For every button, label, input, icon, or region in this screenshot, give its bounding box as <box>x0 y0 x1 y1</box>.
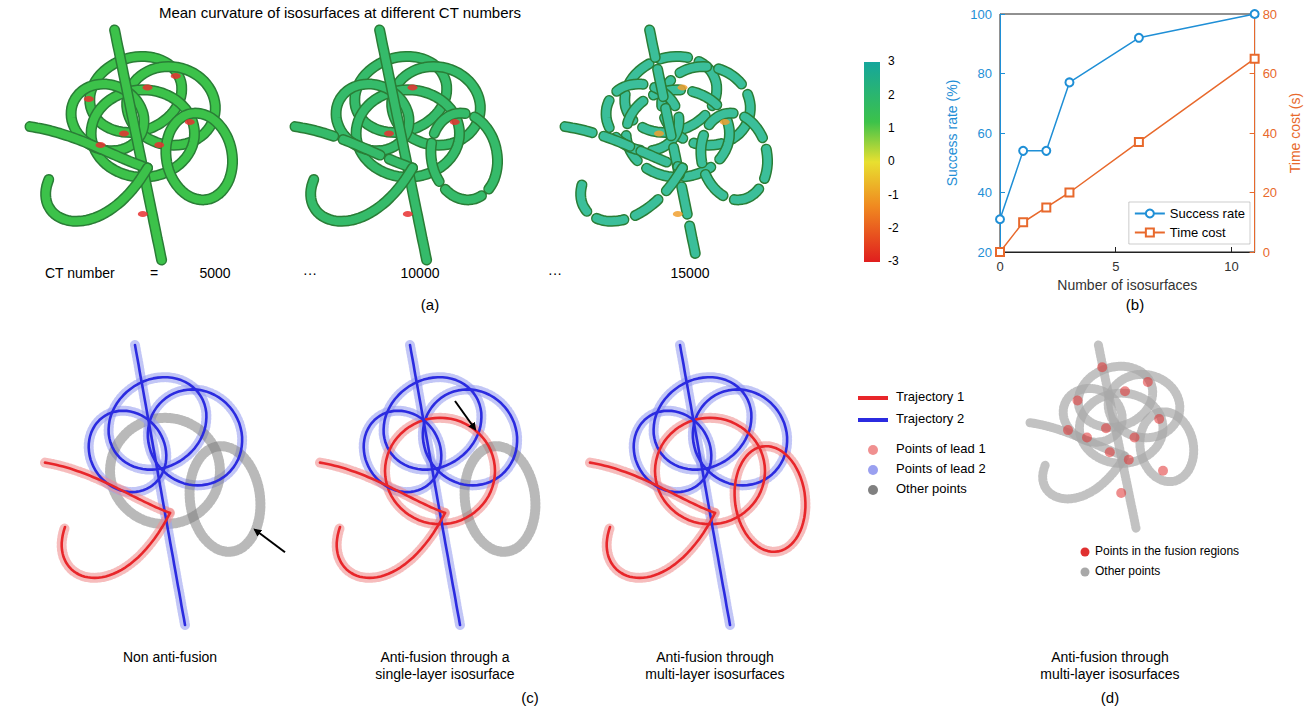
svg-text:-1: -1 <box>888 188 899 202</box>
svg-text:Anti-fusion through: Anti-fusion through <box>656 649 774 665</box>
svg-text:20: 20 <box>978 245 992 260</box>
svg-text:100: 100 <box>970 7 992 22</box>
svg-text:-2: -2 <box>888 221 899 235</box>
svg-text:80: 80 <box>1263 7 1277 22</box>
svg-text:Trajectory 1: Trajectory 1 <box>896 389 964 404</box>
svg-text:0: 0 <box>888 154 895 168</box>
svg-text:40: 40 <box>978 185 992 200</box>
svg-text:Success rate (%): Success rate (%) <box>944 80 960 187</box>
svg-text:Other points: Other points <box>1095 564 1160 578</box>
svg-text:=: = <box>150 265 158 281</box>
svg-text:10000: 10000 <box>401 265 440 281</box>
svg-text:Trajectory 2: Trajectory 2 <box>896 411 964 426</box>
svg-text:Time cost: Time cost <box>1170 225 1226 240</box>
svg-text:Points in the fusion regions: Points in the fusion regions <box>1095 544 1239 558</box>
svg-text:5000: 5000 <box>199 265 230 281</box>
svg-text:40: 40 <box>1263 126 1277 141</box>
svg-text:2: 2 <box>888 88 895 102</box>
svg-text:60: 60 <box>978 126 992 141</box>
svg-text:10: 10 <box>1224 259 1238 274</box>
svg-text:multi-layer isosurfaces: multi-layer isosurfaces <box>1040 666 1179 682</box>
svg-text:5: 5 <box>1112 259 1119 274</box>
svg-text:60: 60 <box>1263 66 1277 81</box>
svg-text:Number of isosurfaces: Number of isosurfaces <box>1057 277 1197 293</box>
svg-text:15000: 15000 <box>671 265 710 281</box>
svg-text:3: 3 <box>888 54 895 68</box>
svg-text:Mean curvature of isosurfaces: Mean curvature of isosurfaces at differe… <box>159 4 521 21</box>
svg-text:20: 20 <box>1263 185 1277 200</box>
svg-text:0: 0 <box>996 259 1003 274</box>
svg-text:Non anti-fusion: Non anti-fusion <box>123 649 217 665</box>
svg-text:CT number: CT number <box>45 265 115 281</box>
svg-text:(a): (a) <box>421 296 439 313</box>
svg-text:(b): (b) <box>1126 296 1144 313</box>
svg-text:multi-layer isosurfaces: multi-layer isosurfaces <box>645 666 784 682</box>
svg-text:Other points: Other points <box>896 481 967 496</box>
svg-text:Points of lead 1: Points of lead 1 <box>896 441 986 456</box>
svg-text:(d): (d) <box>1101 689 1119 706</box>
svg-text:0: 0 <box>1263 245 1270 260</box>
svg-text:Success rate: Success rate <box>1170 206 1245 221</box>
svg-text:Anti-fusion through a: Anti-fusion through a <box>380 649 509 665</box>
svg-text:1: 1 <box>888 121 895 135</box>
svg-text:-3: -3 <box>888 254 899 268</box>
svg-text:Anti-fusion through: Anti-fusion through <box>1051 649 1169 665</box>
svg-text:single-layer isosurface: single-layer isosurface <box>375 666 514 682</box>
svg-text:···: ··· <box>303 265 317 281</box>
svg-text:(c): (c) <box>521 689 539 706</box>
svg-text:···: ··· <box>548 265 562 281</box>
svg-text:Points of lead 2: Points of lead 2 <box>896 461 986 476</box>
svg-text:80: 80 <box>978 66 992 81</box>
svg-text:Time cost (s): Time cost (s) <box>1287 93 1303 173</box>
